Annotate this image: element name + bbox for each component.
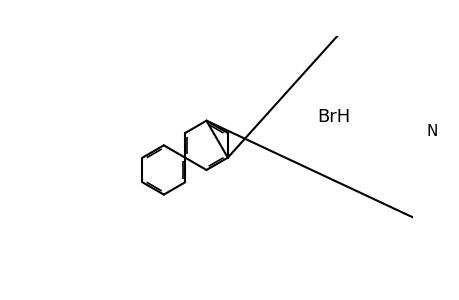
Text: N: N bbox=[425, 124, 437, 139]
Text: BrH: BrH bbox=[317, 108, 350, 126]
